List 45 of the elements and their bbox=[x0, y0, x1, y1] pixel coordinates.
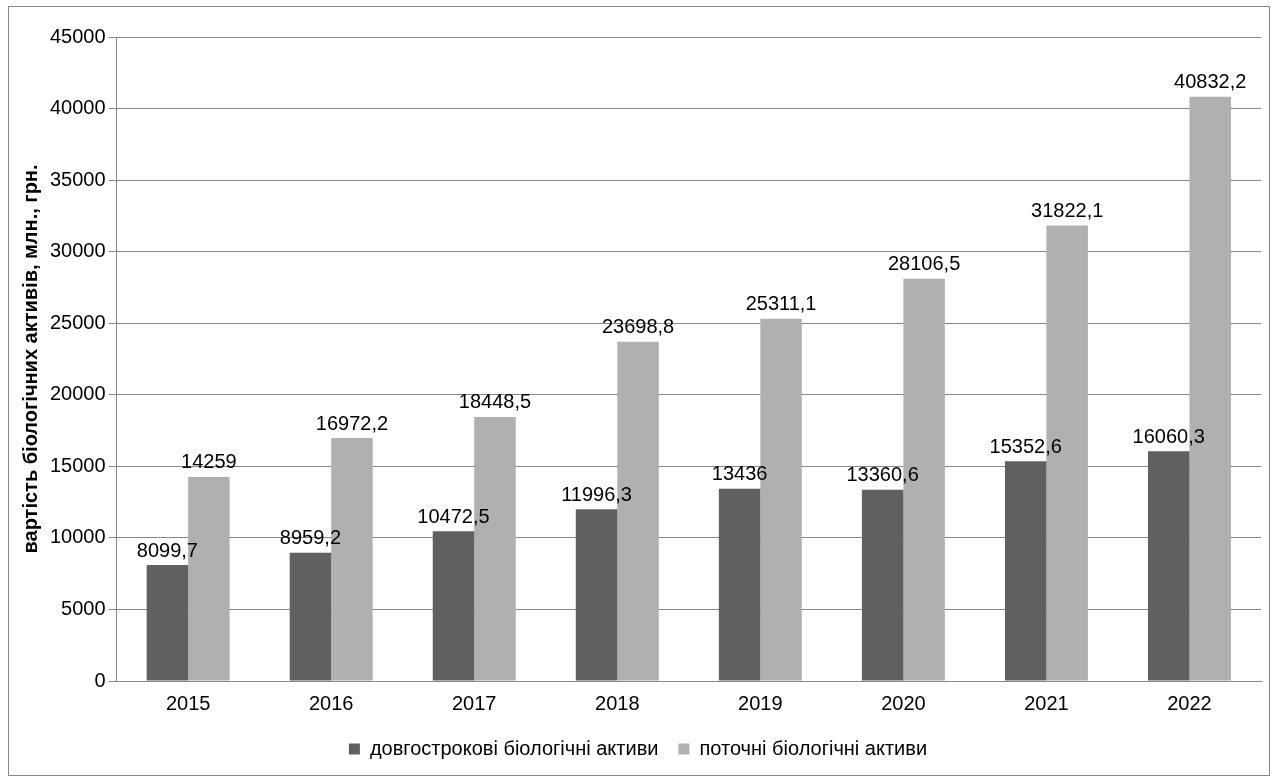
data-label: 31822,1 bbox=[1031, 199, 1104, 222]
y-tick-label: 35000 bbox=[49, 167, 106, 190]
y-tick-label: 30000 bbox=[49, 239, 106, 262]
data-label: 18448,5 bbox=[458, 390, 532, 413]
data-label: 13436 bbox=[711, 462, 768, 485]
data-label: 13360,6 bbox=[846, 463, 919, 486]
y-tick-label: 45000 bbox=[49, 24, 106, 47]
y-tick-label: 20000 bbox=[49, 382, 106, 405]
data-label: 14259 bbox=[181, 450, 237, 473]
data-label: 15352,6 bbox=[989, 434, 1062, 457]
bar bbox=[1004, 461, 1047, 681]
y-axis-title: вартість біологічних активів, млн., грн. bbox=[18, 164, 41, 554]
x-tick-label: 2018 bbox=[595, 691, 640, 714]
bar bbox=[861, 489, 904, 681]
bar bbox=[718, 488, 761, 681]
data-label: 16060,3 bbox=[1132, 424, 1205, 447]
y-tick-label: 0 bbox=[94, 668, 106, 691]
y-tick-label: 5000 bbox=[61, 596, 106, 619]
legend-label: довгострокові біологічні активи bbox=[369, 736, 659, 759]
x-tick-label: 2019 bbox=[738, 691, 783, 714]
data-label: 23698,8 bbox=[601, 315, 675, 338]
x-tick-label: 2017 bbox=[451, 691, 497, 714]
y-tick-label: 15000 bbox=[49, 453, 106, 476]
data-label: 8099,7 bbox=[136, 538, 198, 561]
y-tick-label: 25000 bbox=[49, 310, 106, 333]
bar bbox=[289, 552, 332, 681]
bar bbox=[575, 509, 618, 681]
data-label: 28106,5 bbox=[887, 252, 961, 275]
bar bbox=[1147, 451, 1190, 681]
y-tick-label: 10000 bbox=[49, 525, 106, 548]
x-tick-label: 2021 bbox=[1024, 691, 1069, 714]
data-label: 8959,2 bbox=[279, 526, 342, 549]
x-tick-label: 2022 bbox=[1167, 691, 1212, 714]
x-tick-label: 2016 bbox=[308, 691, 354, 714]
bar bbox=[432, 531, 475, 681]
x-tick-label: 2015 bbox=[165, 691, 211, 714]
data-label: 16972,2 bbox=[315, 411, 389, 434]
y-tick-label: 40000 bbox=[49, 96, 106, 119]
data-label: 11996,3 bbox=[561, 482, 632, 505]
data-label: 10472,5 bbox=[417, 504, 490, 527]
bar bbox=[146, 565, 189, 681]
data-label: 25311,1 bbox=[745, 292, 817, 315]
x-tick-label: 2020 bbox=[881, 691, 926, 714]
legend-label: поточні біологічні активи bbox=[699, 736, 928, 759]
data-label: 40832,2 bbox=[1174, 70, 1247, 93]
